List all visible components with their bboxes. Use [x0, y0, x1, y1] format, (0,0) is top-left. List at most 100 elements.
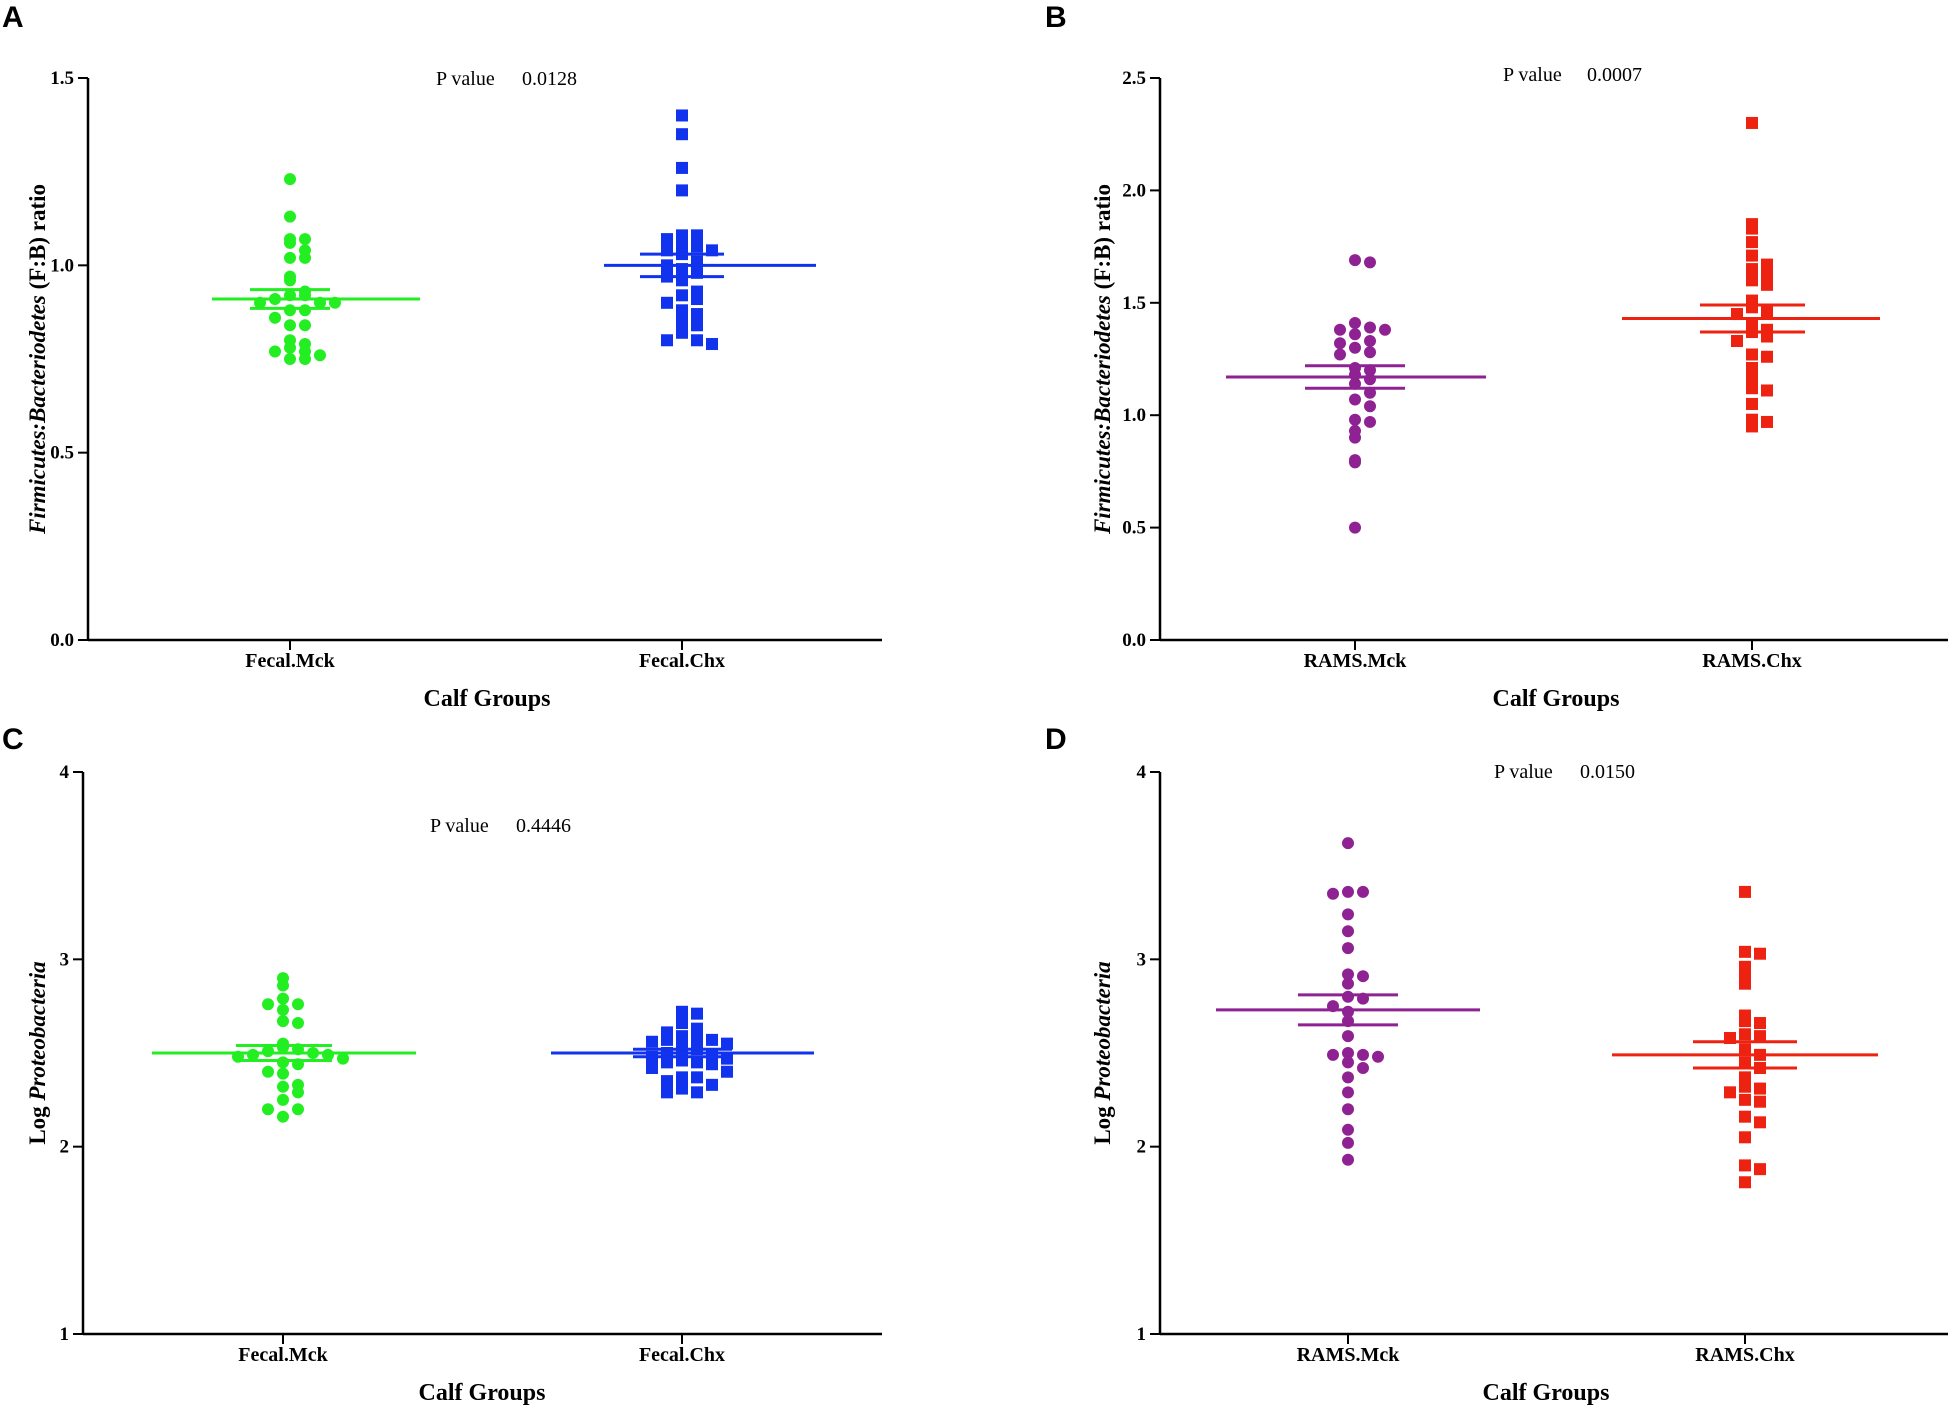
panel-a-ytick-label-0: 0.0	[50, 630, 74, 651]
panel-c-point-0-23	[292, 1086, 304, 1099]
panel-d: D 1 2 3 4 RAMS.Mck RAMS.Chx Calf Groups …	[1045, 723, 1948, 1406]
panel-b-series-1-points	[1731, 116, 1773, 433]
panel-a-point-1-1	[676, 128, 688, 141]
panel-c-ytick-label-3: 4	[60, 762, 70, 783]
panel-d-point-0-20	[1342, 1056, 1354, 1069]
panel-d-point-0-3	[1327, 887, 1339, 900]
panel-a-ytick-label-2: 1.0	[50, 255, 74, 276]
panel-a-category-label-0: Fecal.Mck	[245, 650, 335, 672]
panel-c-category-label-0: Fecal.Mck	[238, 1344, 328, 1366]
panel-a: A 0.0 0.5 1.0 1.5 Fecal.Mck Fecal.Chx Ca…	[2, 1, 882, 712]
panel-c-point-1-28	[691, 1086, 703, 1099]
panel-d-point-1-0	[1739, 885, 1751, 898]
panel-a-point-0-19	[269, 311, 281, 324]
panel-b-point-1-23	[1746, 382, 1758, 395]
panel-b-point-0-15	[1364, 373, 1376, 386]
panel-a-y-title: Firmicutes:Bacteriodetes (F:B) ratio	[25, 184, 50, 535]
panel-c-point-0-2	[277, 992, 289, 1005]
panel-b-point-1-22	[1746, 370, 1758, 383]
panel-d-ytick-label-3: 4	[1137, 762, 1147, 783]
panel-d-point-0-26	[1342, 1136, 1354, 1149]
panel-c-point-0-27	[277, 1110, 289, 1123]
panel-d-point-0-9	[1342, 977, 1354, 990]
panel-c-point-0-22	[277, 1080, 289, 1093]
panel-b-point-1-12	[1761, 305, 1773, 318]
panel-c-point-1-21	[646, 1061, 658, 1074]
panel-d-point-1-2	[1754, 947, 1766, 960]
panel-b-y-ticks: 0.0 0.5 1.0 1.5 2.0 2.5	[1122, 68, 1160, 651]
panel-c-point-0-5	[277, 1003, 289, 1016]
panel-b-point-1-25	[1746, 397, 1758, 410]
panel-d-point-1-8	[1754, 1017, 1766, 1030]
panel-d-point-0-22	[1342, 1071, 1354, 1084]
panel-a-point-0-0	[284, 173, 296, 186]
panel-d-category-label-0: RAMS.Mck	[1297, 1344, 1401, 1366]
panel-c-point-1-20	[706, 1058, 718, 1071]
panel-a-point-1-4	[676, 229, 688, 242]
panel-d-y-title: Log Proteobacteria	[1090, 961, 1115, 1144]
panel-d-point-0-25	[1342, 1123, 1354, 1136]
panel-d-point-1-16	[1739, 1071, 1751, 1084]
panel-b-point-0-9	[1349, 341, 1361, 354]
panel-a-point-0-27	[314, 349, 326, 362]
panel-b-point-1-2	[1746, 222, 1758, 235]
panel-a-point-0-21	[299, 319, 311, 332]
panel-c-point-0-3	[292, 998, 304, 1011]
panel-b-point-1-6	[1746, 263, 1758, 276]
panel-c-p-label: P value	[430, 815, 489, 837]
panel-c-point-1-8	[706, 1033, 718, 1046]
panel-c-point-1-9	[646, 1035, 658, 1048]
panel-a-ytick-label-3: 1.5	[50, 68, 74, 89]
panel-d-point-0-10	[1342, 990, 1354, 1003]
panel-d-category-label-1: RAMS.Chx	[1695, 1344, 1794, 1366]
panel-b-point-0-4	[1334, 323, 1346, 336]
panel-b-point-0-8	[1334, 337, 1346, 350]
panel-a-point-0-1	[284, 210, 296, 223]
panel-a-point-0-4	[299, 233, 311, 246]
panel-b-category-label-1: RAMS.Chx	[1702, 650, 1801, 672]
panel-b-point-1-20	[1761, 350, 1773, 363]
panel-a-point-1-29	[706, 338, 718, 351]
panel-c: C 1 2 3 4 Fecal.Mck Fecal.Chx Calf Group…	[2, 723, 882, 1406]
panel-c-point-1-25	[661, 1075, 673, 1088]
panel-a-point-1-20	[691, 293, 703, 306]
panel-c-x-title: Calf Groups	[419, 1380, 546, 1406]
panel-b-point-0-0	[1349, 254, 1361, 267]
panel-c-ytick-label-0: 1	[60, 1324, 70, 1345]
panel-d-point-1-7	[1739, 1015, 1751, 1028]
panel-a-point-1-2	[676, 161, 688, 174]
panel-d-point-0-24	[1342, 1103, 1354, 1116]
panel-d-point-0-7	[1342, 968, 1354, 981]
panel-c-point-1-29	[661, 1086, 673, 1099]
panel-a-point-1-3	[676, 184, 688, 197]
panel-a-point-1-0	[676, 109, 688, 122]
panel-c-ytick-label-1: 2	[60, 1137, 70, 1158]
panel-c-point-0-19	[262, 1065, 274, 1078]
panel-a-point-0-18	[299, 304, 311, 317]
panel-c-point-0-6	[277, 1015, 289, 1028]
panel-c-point-1-2	[676, 1017, 688, 1030]
panel-b-point-1-4	[1746, 249, 1758, 262]
panel-b-point-0-7	[1364, 335, 1376, 348]
panel-c-point-0-4	[262, 998, 274, 1011]
panel-b-ytick-label-3: 1.5	[1122, 293, 1146, 314]
panel-d-point-0-6	[1342, 942, 1354, 955]
panel-c-point-0-7	[292, 1017, 304, 1030]
panel-c-point-1-26	[706, 1078, 718, 1091]
panel-d-point-0-19	[1372, 1050, 1384, 1063]
panel-b-ytick-label-2: 1.0	[1122, 405, 1146, 426]
panel-c-point-1-10	[721, 1037, 733, 1050]
panel-d-y-title-italic: Proteobacteria	[1090, 961, 1115, 1101]
panel-d-point-0-21	[1357, 1061, 1369, 1074]
panel-a-letter: A	[2, 1, 24, 34]
panel-a-y-ticks: 0.0 0.5 1.0 1.5	[50, 68, 88, 651]
panel-b-point-1-24	[1761, 384, 1773, 397]
panel-b-point-1-0	[1746, 116, 1758, 129]
panel-c-point-1-6	[691, 1033, 703, 1046]
panel-d-point-1-14	[1739, 1056, 1751, 1069]
panel-d-point-1-22	[1739, 1110, 1751, 1123]
panel-c-ytick-label-2: 3	[60, 949, 70, 970]
panel-b-ytick-label-0: 0.0	[1122, 630, 1146, 651]
panel-a-point-1-28	[661, 334, 673, 347]
panel-a-y-title-italic: Firmicutes:Bacteriodetes	[25, 295, 50, 535]
